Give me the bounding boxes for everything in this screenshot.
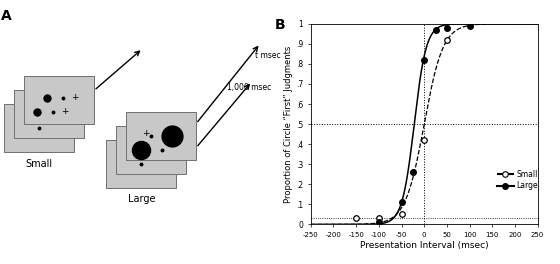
Text: 1,000 msec: 1,000 msec (227, 83, 271, 92)
Y-axis label: Proportion of Circle “First” Judgments: Proportion of Circle “First” Judgments (284, 45, 293, 203)
Bar (106, 140, 176, 188)
Text: +: + (62, 107, 69, 116)
Text: B: B (274, 18, 285, 32)
Text: A: A (1, 9, 12, 23)
Bar (4, 104, 74, 152)
Bar (126, 112, 196, 160)
Text: t msec: t msec (255, 51, 281, 60)
X-axis label: Presentation Interval (msec): Presentation Interval (msec) (360, 241, 488, 250)
Bar (24, 76, 94, 124)
Text: Small: Small (26, 159, 53, 169)
Bar (116, 126, 186, 174)
Text: +: + (71, 93, 78, 102)
Text: +: + (142, 129, 150, 138)
Legend: Small, Large: Small, Large (497, 170, 538, 190)
Bar (14, 90, 84, 138)
Text: Large: Large (128, 194, 155, 204)
